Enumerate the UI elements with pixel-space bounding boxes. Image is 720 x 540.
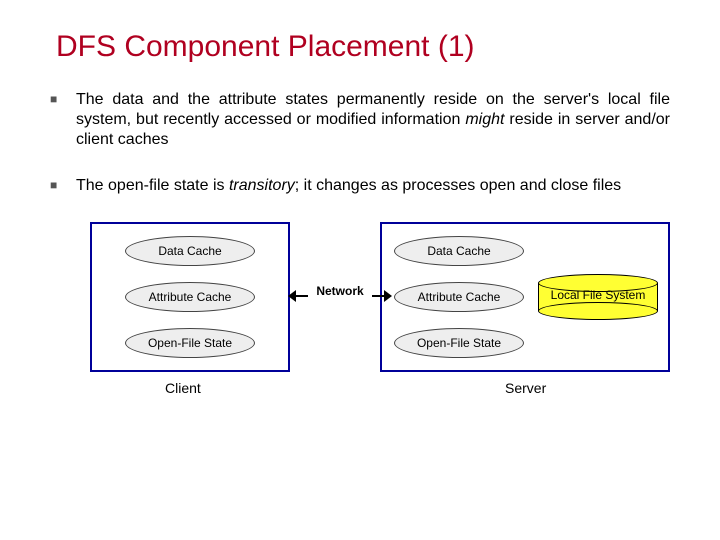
cylinder-label: Local File System (538, 288, 658, 302)
slide: DFS Component Placement (1) The data and… (0, 0, 720, 540)
client-data-cache: Data Cache (125, 236, 255, 266)
bullet-item: The data and the attribute states perman… (50, 90, 670, 150)
server-open-file-state: Open-File State (394, 328, 524, 358)
cylinder-bottom (538, 302, 658, 320)
client-attribute-cache: Attribute Cache (125, 282, 255, 312)
client-open-file-state: Open-File State (125, 328, 255, 358)
bullet-text-pre: The open-file state is (76, 177, 229, 194)
server-data-cache: Data Cache (394, 236, 524, 266)
network-label: Network (305, 284, 375, 298)
local-file-system-cylinder: Local File System (538, 274, 658, 320)
server-box: Data Cache Attribute Cache Open-File Sta… (380, 222, 670, 372)
server-caption: Server (505, 380, 546, 396)
bullet-text-em: might (465, 111, 504, 128)
bullet-item: The open-file state is transitory; it ch… (50, 176, 670, 196)
bullet-list: The data and the attribute states perman… (50, 90, 670, 196)
server-attribute-cache: Attribute Cache (394, 282, 524, 312)
arrow-right-head-icon (384, 290, 392, 302)
diagram: Data Cache Attribute Cache Open-File Sta… (50, 222, 670, 432)
bullet-text-em: transitory (229, 177, 295, 194)
client-box: Data Cache Attribute Cache Open-File Sta… (90, 222, 290, 372)
bullet-text-post: ; it changes as processes open and close… (295, 177, 621, 194)
page-title: DFS Component Placement (1) (56, 30, 670, 64)
client-caption: Client (165, 380, 201, 396)
